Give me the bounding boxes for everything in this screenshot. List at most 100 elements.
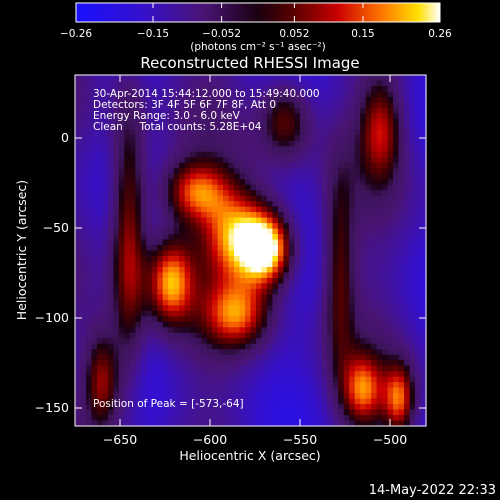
heatmap-cell [343,376,350,383]
heatmap-cell [288,118,295,125]
heatmap-cell [212,305,219,312]
heatmap-cell [217,354,224,361]
heatmap-cell [162,376,169,383]
heatmap-cell [349,190,356,197]
heatmap-cell [223,343,230,350]
heatmap-cell [96,140,104,147]
heatmap-cell [228,338,235,345]
heatmap-cell [135,343,142,350]
heatmap-cell [107,245,114,252]
heatmap-cell [354,75,361,82]
heatmap-cell [250,415,257,422]
heatmap-cell [420,173,427,180]
heatmap-cell [288,272,295,279]
heatmap-cell [184,91,191,98]
heatmap-cell [184,382,191,389]
heatmap-cell [140,310,147,317]
heatmap-cell [113,151,120,158]
heatmap-cell [195,217,202,224]
heatmap-cell [393,288,400,295]
heatmap-cell [234,195,241,202]
heatmap-cell [113,332,120,339]
heatmap-cell [272,409,279,416]
heatmap-cell [393,294,400,301]
heatmap-cell [371,239,378,246]
heatmap-cell [113,382,120,389]
heatmap-cell [420,201,427,208]
heatmap-cell [299,288,306,295]
heatmap-cell [266,124,274,131]
heatmap-cell [113,409,120,416]
heatmap-cell [360,376,367,383]
heatmap-cell [343,234,350,241]
heatmap-cell [239,294,246,301]
heatmap-cell [343,250,350,257]
heatmap-cell [371,250,378,257]
heatmap-cell [387,321,394,328]
heatmap-cell [206,96,213,104]
heatmap-cell [102,420,109,427]
heatmap-cell [299,283,306,290]
heatmap-cell [371,294,378,301]
heatmap-cell [75,179,82,186]
heatmap-cell [338,382,345,389]
heatmap-cell [234,80,241,87]
heatmap-cell [376,190,383,197]
heatmap-cell [294,305,301,312]
heatmap-cell [415,288,422,295]
heatmap-cell [129,168,136,175]
heatmap-cell [316,190,323,197]
heatmap-cell [360,415,367,422]
heatmap-cell [266,299,274,306]
heatmap-cell [283,338,290,345]
heatmap-cell [299,261,306,268]
heatmap-cell [201,91,208,98]
heatmap-cell [173,321,180,328]
heatmap-cell [151,360,158,367]
heatmap-cell [151,151,158,158]
heatmap-cell [85,201,93,208]
heatmap-cell [96,201,104,208]
heatmap-cell [371,102,378,109]
heatmap-cell [212,135,219,142]
heatmap-cell [146,80,153,87]
heatmap-cell [305,75,312,82]
heatmap-cell [190,349,197,356]
heatmap-cell [420,360,427,367]
heatmap-cell [195,294,202,301]
heatmap-cell [245,266,252,274]
heatmap-cell [382,75,389,82]
heatmap-cell [140,206,147,213]
heatmap-cell [261,316,268,323]
heatmap-cell [190,371,197,378]
heatmap-cell [409,420,416,427]
heatmap-cell [283,239,290,246]
heatmap-cell [376,206,383,213]
heatmap-cell [371,420,378,427]
heatmap-cell [415,420,422,427]
heatmap-cell [371,124,378,131]
heatmap-cell [420,261,427,268]
heatmap-cell [310,118,317,125]
heatmap-cell [255,190,263,197]
heatmap-cell [398,277,405,284]
heatmap-cell [255,343,263,350]
heatmap-cell [376,124,383,131]
heatmap-cell [415,310,422,317]
heatmap-cell [80,420,87,427]
heatmap-cell [349,316,356,323]
heatmap-cell [420,338,427,345]
heatmap-cell [151,80,158,87]
heatmap-cell [173,80,180,87]
heatmap-cell [157,107,164,114]
heatmap-cell [212,129,219,136]
heatmap-cell [305,135,312,142]
heatmap-cell [234,124,241,131]
heatmap-cell [212,288,219,295]
heatmap-cell [85,288,93,295]
heatmap-cell [415,217,422,224]
heatmap-cell [415,387,422,394]
heatmap-cell [382,338,389,345]
heatmap-cell [332,250,339,257]
heatmap-cell [288,102,295,109]
